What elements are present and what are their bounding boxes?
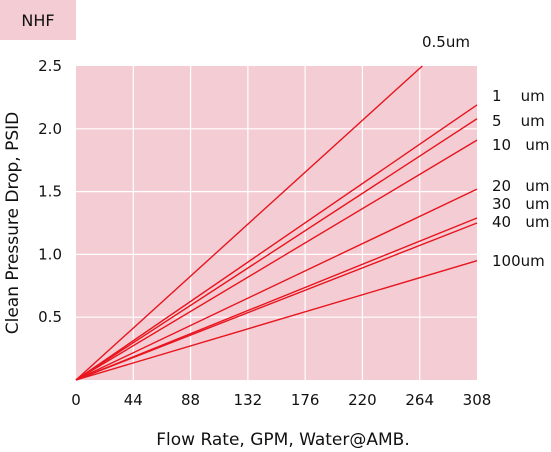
- x-tick-label-7: 308: [463, 391, 492, 409]
- y-tick-label-2: 1.5: [38, 183, 62, 201]
- y-tick-label-3: 2.0: [38, 120, 62, 138]
- x-tick-label-3: 132: [234, 391, 263, 409]
- y-tick-labels: 0.5 1.0 1.5 2.0 2.5: [38, 57, 62, 326]
- series-label-1: 1 um: [492, 87, 545, 105]
- y-tick-label-4: 2.5: [38, 57, 62, 75]
- series-label-0: 0.5um: [422, 33, 470, 51]
- x-axis-title: Flow Rate, GPM, Water@AMB.: [156, 430, 410, 450]
- series-line-0: [75, 65, 423, 381]
- y-axis-title: Clean Pressure Drop, PSID: [3, 112, 23, 335]
- series-label-4: 20 um: [492, 177, 550, 195]
- series-line-5: [75, 217, 478, 381]
- grid-lines: [76, 66, 477, 380]
- series-label-6: 40 um: [492, 213, 550, 231]
- x-tick-labels: 0 44 88 132 176 220 264 308: [71, 391, 491, 409]
- y-tick-label-1: 1.0: [38, 245, 62, 263]
- series-label-5: 30 um: [492, 195, 550, 213]
- x-tick-label-6: 264: [405, 391, 434, 409]
- x-tick-label-2: 88: [181, 391, 200, 409]
- x-tick-label-5: 220: [348, 391, 377, 409]
- x-tick-label-0: 0: [71, 391, 81, 409]
- x-tick-label-4: 176: [291, 391, 320, 409]
- series-line-1: [75, 104, 478, 381]
- series-line-7: [75, 260, 478, 381]
- series-line-2: [75, 118, 478, 381]
- plot-area: [76, 66, 477, 380]
- series-line-4: [75, 188, 478, 381]
- y-tick-label-0: 0.5: [38, 308, 62, 326]
- series-line-6: [75, 222, 478, 381]
- series-lines: [75, 65, 478, 381]
- x-tick-label-1: 44: [124, 391, 143, 409]
- series-label-7: 100um: [492, 252, 545, 270]
- product-tag: NHF: [21, 11, 54, 30]
- series-line-3: [75, 139, 478, 381]
- product-tag-background: [0, 0, 76, 40]
- series-label-3: 10 um: [492, 136, 550, 154]
- series-label-2: 5 um: [492, 112, 545, 130]
